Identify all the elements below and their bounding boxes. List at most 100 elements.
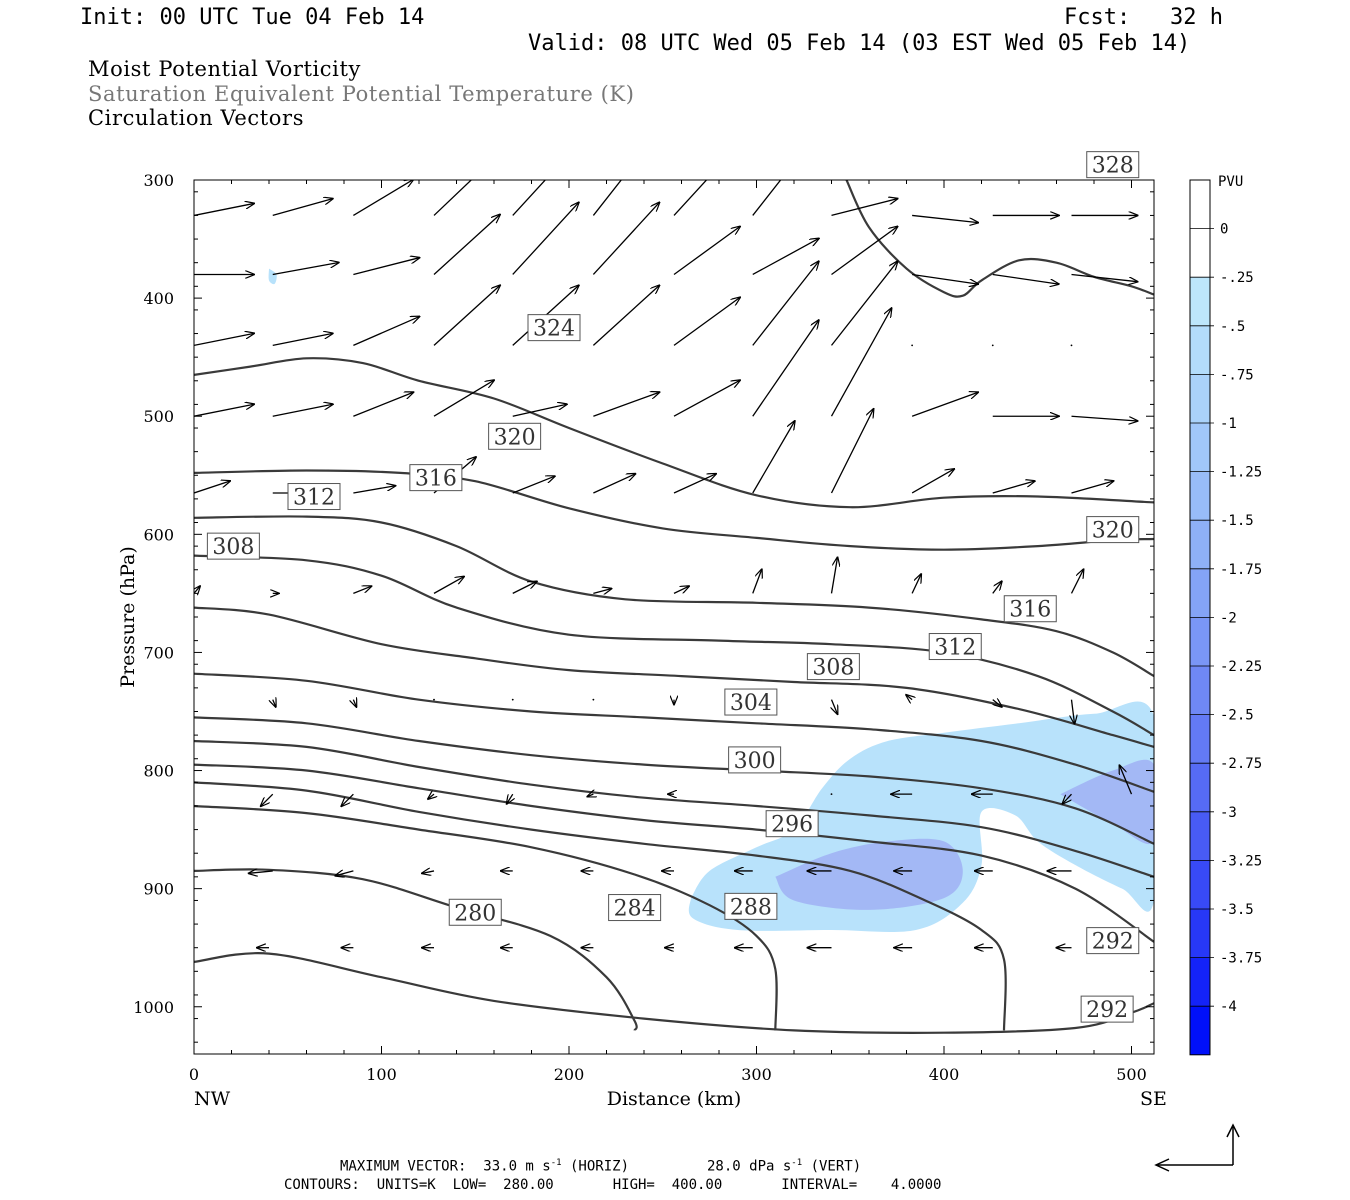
circulation-vector: [592, 180, 623, 216]
field-title-vectors: Circulation Vectors: [88, 106, 305, 130]
contour-label: 280: [454, 901, 496, 926]
max-vector-line: MAXIMUM VECTOR: 33.0 m s-1 (HORIZ) 28.0 d…: [340, 1159, 861, 1174]
circulation-vector: [272, 333, 333, 346]
circulation-vector: [194, 404, 254, 417]
circulation-vector: [673, 180, 708, 216]
circulation-vector: [673, 226, 740, 276]
vector-dot: [991, 344, 994, 347]
colorbar-swatch: [1190, 909, 1210, 958]
circulation-vector: [593, 474, 635, 494]
circulation-vector: [272, 262, 339, 276]
contour-label: 284: [614, 897, 656, 922]
reference-vector-icon: [1154, 1123, 1240, 1172]
circulation-vector: [752, 421, 795, 494]
colorbar-swatch: [1190, 228, 1210, 278]
contour-line: [194, 868, 638, 1031]
circulation-vector: [1070, 569, 1084, 594]
circulation-vector: [911, 574, 921, 594]
circulation-vector: [592, 202, 659, 275]
field-title-mpv: Moist Potential Vorticity: [88, 57, 361, 81]
circulation-vector: [1072, 699, 1075, 724]
circulation-vector: [673, 586, 689, 594]
contour-label-box: [488, 422, 542, 450]
circulation-vector: [433, 380, 494, 417]
x-tick-label: 400: [929, 1065, 960, 1084]
contour-label-box: [765, 810, 819, 838]
circulation-vector: [752, 261, 819, 346]
circulation-vector: [428, 794, 434, 799]
x-tick-label: 500: [1116, 1065, 1147, 1084]
circulation-vector: [992, 481, 1035, 494]
contour-label: 292: [1086, 998, 1128, 1023]
contour-info-line: CONTOURS: UNITS=K LOW= 280.00 HIGH= 400.…: [284, 1177, 942, 1193]
circulation-vector: [911, 392, 978, 417]
colorbar-tick-label: -2: [1220, 610, 1237, 626]
vector-dot: [1070, 344, 1073, 347]
colorbar-tick-label: -4: [1220, 999, 1237, 1015]
contour-label: 296: [771, 813, 813, 838]
colorbar-swatch: [1190, 957, 1210, 1007]
contour-label: 288: [730, 895, 772, 920]
y-tick-label: 800: [143, 762, 174, 781]
circulation-vector: [341, 793, 354, 806]
colorbar-tick-label: -1.75: [1220, 562, 1262, 578]
circulation-vector: [194, 203, 254, 217]
circulation-vector: [832, 699, 838, 714]
colorbar-tick-label: -2.75: [1220, 756, 1262, 772]
contour-line: [194, 716, 1154, 845]
contour-line: [194, 357, 1154, 509]
colorbar-tick-label: -3: [1220, 805, 1237, 821]
x-tick-label: 0: [189, 1065, 199, 1084]
colorbar-swatch: [1190, 617, 1210, 666]
contour-label-box: [527, 314, 581, 342]
max-vector-vert-tail: (VERT): [802, 1158, 862, 1175]
max-vector-vert: 28.0 dPa s: [707, 1158, 792, 1175]
circulation-vector: [831, 226, 898, 276]
colorbar-tick-label: 0: [1220, 222, 1228, 238]
colorbar-swatch: [1190, 860, 1210, 909]
circulation-vector: [512, 404, 567, 417]
pv-shade-region: [268, 268, 277, 285]
contour-label-box: [928, 633, 982, 661]
contour-line: [194, 469, 1154, 551]
circulation-vector: [353, 700, 356, 707]
contour-label-box: [409, 464, 463, 492]
y-axis-label: Pressure (hPa): [117, 546, 139, 688]
circulation-vector: [512, 202, 579, 275]
contour-label-box: [206, 532, 260, 560]
colorbar-tick-label: -1: [1220, 416, 1237, 432]
circulation-vector: [673, 297, 740, 346]
circulation-vector: [335, 871, 354, 876]
contour-label-box: [1080, 995, 1134, 1023]
circulation-vector: [353, 392, 413, 417]
circulation-vector: [673, 380, 740, 417]
colorbar-tick-label: -2.5: [1220, 708, 1254, 724]
circulation-vector: [1120, 765, 1133, 795]
se-label: SE: [1140, 1088, 1167, 1110]
colorbar-tick-label: -2.25: [1220, 659, 1262, 675]
circulation-vector: [830, 261, 898, 346]
circulation-vector: [261, 793, 274, 806]
y-tick-label: 700: [143, 643, 174, 662]
x-axis-label: Distance (km): [607, 1088, 742, 1110]
circulation-vector: [752, 238, 819, 276]
circulation-vector: [752, 569, 762, 594]
circulation-vector: [911, 469, 954, 494]
contour-label: 316: [1009, 598, 1051, 623]
contour-label-box: [728, 746, 782, 774]
circulation-vector: [512, 581, 537, 594]
valid-time: Valid: 08 UTC Wed 05 Feb 14 (03 EST Wed …: [528, 31, 1191, 56]
circulation-vector: [587, 794, 593, 796]
contour-label: 292: [1092, 930, 1134, 955]
circulation-vector: [194, 481, 230, 494]
contour-line: [194, 606, 1154, 748]
contour-label: 312: [934, 636, 976, 661]
circulation-vector: [273, 700, 276, 707]
contour-label: 320: [1092, 519, 1134, 544]
circulation-vector: [433, 214, 500, 275]
circulation-vector: [906, 695, 912, 700]
circulation-vector: [1071, 481, 1114, 494]
contour-label-box: [1086, 927, 1140, 955]
contour-label-box: [724, 892, 778, 920]
circulation-vector: [194, 586, 200, 593]
